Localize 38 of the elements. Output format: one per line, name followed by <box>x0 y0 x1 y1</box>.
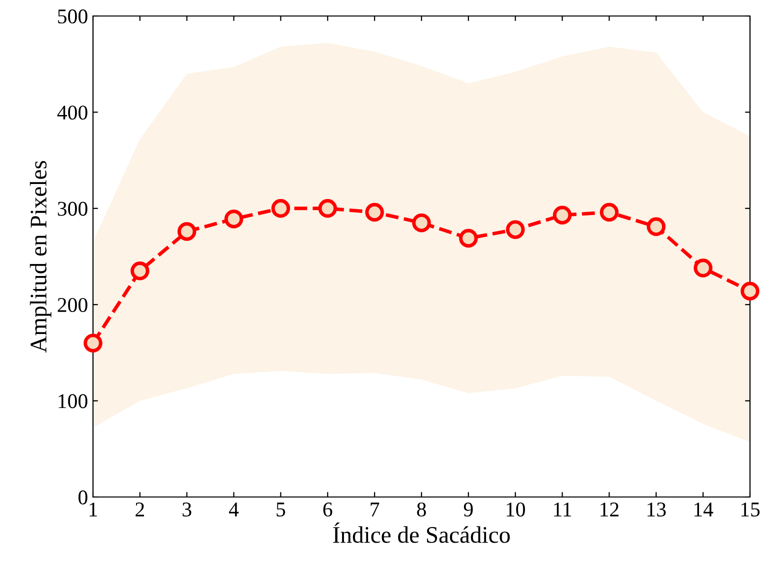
x-tick-label: 9 <box>464 502 473 517</box>
x-tick-label: 7 <box>370 502 380 516</box>
point <box>459 228 478 248</box>
x-tick-label: 3 <box>182 502 192 517</box>
point <box>506 220 525 239</box>
x-tick-label: 1 <box>90 502 97 516</box>
x-tick-label: 8 <box>417 502 426 517</box>
x-tick-label: 15 <box>741 502 760 517</box>
x-tick-label: 2 <box>136 502 144 516</box>
x-tick-label: 6 <box>323 502 332 517</box>
point <box>694 258 712 278</box>
x-tick-label: 10 <box>506 502 525 517</box>
point <box>318 199 338 218</box>
x-tick-label: 14 <box>694 502 714 516</box>
y-tick-label: 100 <box>58 394 88 408</box>
point <box>365 202 384 222</box>
point <box>646 217 666 236</box>
y-tick-label: 200 <box>58 298 88 312</box>
point <box>84 334 102 352</box>
point <box>552 206 572 225</box>
y-tick-label: 300 <box>58 202 88 216</box>
y-axis-title: Amplitud en Pixeles <box>30 160 52 353</box>
point <box>271 199 290 218</box>
y-tick-label: 500 <box>58 9 88 24</box>
point <box>130 262 150 280</box>
x-axis-title: Índice de Sacádico <box>333 522 510 543</box>
x-tick-label: 4 <box>228 502 239 516</box>
y-tick-label: 0 <box>78 490 88 504</box>
x-tick-label: 5 <box>276 502 286 517</box>
x-tick-label: 12 <box>600 502 618 516</box>
x-tick-label: 13 <box>648 502 666 517</box>
point <box>177 222 196 241</box>
point <box>224 210 244 228</box>
point <box>740 282 760 301</box>
point <box>600 202 619 222</box>
y-tick-label: 400 <box>57 106 88 120</box>
x-tick-label: 11 <box>554 502 572 516</box>
point <box>412 213 431 232</box>
